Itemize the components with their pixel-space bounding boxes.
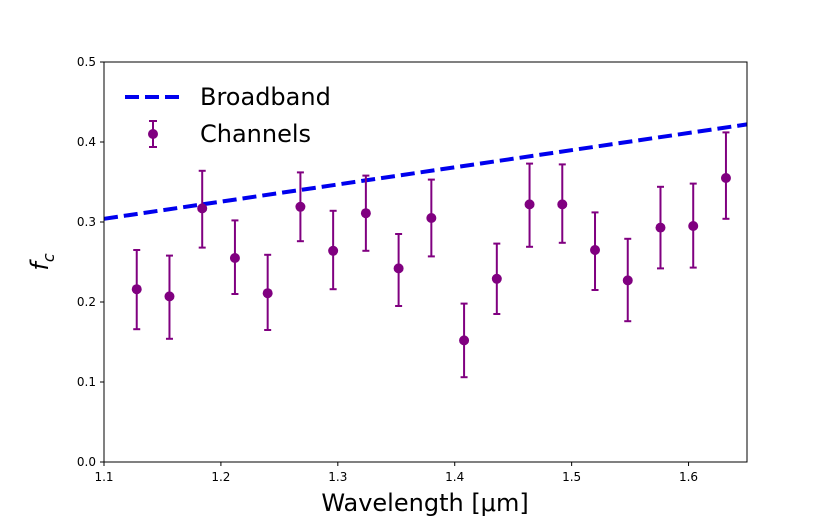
channel-point xyxy=(459,302,470,379)
channel-point xyxy=(720,131,731,220)
channel-point xyxy=(295,171,306,243)
x-tick-label: 1.3 xyxy=(328,470,347,484)
channel-marker xyxy=(491,273,502,284)
y-tick-label: 0.1 xyxy=(77,375,96,389)
y-tick-label: 0.5 xyxy=(77,55,96,69)
channel-point xyxy=(622,237,633,323)
channel-marker xyxy=(328,245,339,256)
channel-point xyxy=(393,233,404,307)
legend: Broadband Channels xyxy=(125,83,331,148)
channel-marker xyxy=(655,222,666,233)
ticks-layer: 1.1 1.2 1.3 1.4 1.5 1.6 0.0 0.1 0.2 0.3 0.4 0.5 xyxy=(77,55,698,484)
channel-marker xyxy=(557,199,568,210)
channel-marker xyxy=(524,199,535,210)
y-tick-label: 0.3 xyxy=(77,215,96,229)
data-layer xyxy=(103,122,748,379)
channel-point xyxy=(164,254,175,340)
channel-point xyxy=(131,249,142,331)
channel-point xyxy=(655,185,666,270)
channel-marker xyxy=(459,335,470,346)
channel-point xyxy=(229,219,240,295)
x-axis-label: Wavelength [μm] xyxy=(321,489,528,517)
channel-marker xyxy=(360,208,371,219)
x-tick-label: 1.4 xyxy=(445,470,464,484)
legend-broadband-label: Broadband xyxy=(200,83,331,111)
channel-point xyxy=(197,169,208,249)
plot-frame xyxy=(103,61,748,463)
channel-marker xyxy=(393,263,404,274)
channel-point xyxy=(426,178,437,258)
channel-point xyxy=(557,163,568,244)
channel-marker xyxy=(622,275,633,286)
channel-marker xyxy=(720,173,731,183)
y-tick-label: 0.4 xyxy=(77,135,96,149)
channel-point xyxy=(491,242,502,315)
x-tick-label: 1.2 xyxy=(211,470,230,484)
x-tick-label: 1.5 xyxy=(562,470,581,484)
channel-marker xyxy=(131,284,142,295)
channel-marker xyxy=(262,288,273,299)
legend-channels-marker xyxy=(148,129,158,139)
y-tick-label: 0.0 xyxy=(77,455,96,469)
channel-point xyxy=(328,209,339,291)
channel-marker xyxy=(688,221,699,231)
channel-marker xyxy=(229,253,240,263)
x-tick-label: 1.6 xyxy=(679,470,698,484)
channel-marker xyxy=(295,201,306,212)
x-tick-label: 1.1 xyxy=(94,470,113,484)
channel-point xyxy=(524,162,535,248)
channel-point xyxy=(688,182,699,269)
channel-point xyxy=(360,174,371,252)
channel-point xyxy=(590,211,601,291)
broadband-line xyxy=(103,122,748,221)
legend-channels-label: Channels xyxy=(200,120,311,148)
channel-marker xyxy=(164,291,175,302)
channel-marker xyxy=(590,245,601,255)
channel-point xyxy=(262,253,273,331)
y-tick-label: 0.2 xyxy=(77,295,96,309)
channel-marker xyxy=(426,213,437,223)
channel-marker xyxy=(197,203,208,214)
